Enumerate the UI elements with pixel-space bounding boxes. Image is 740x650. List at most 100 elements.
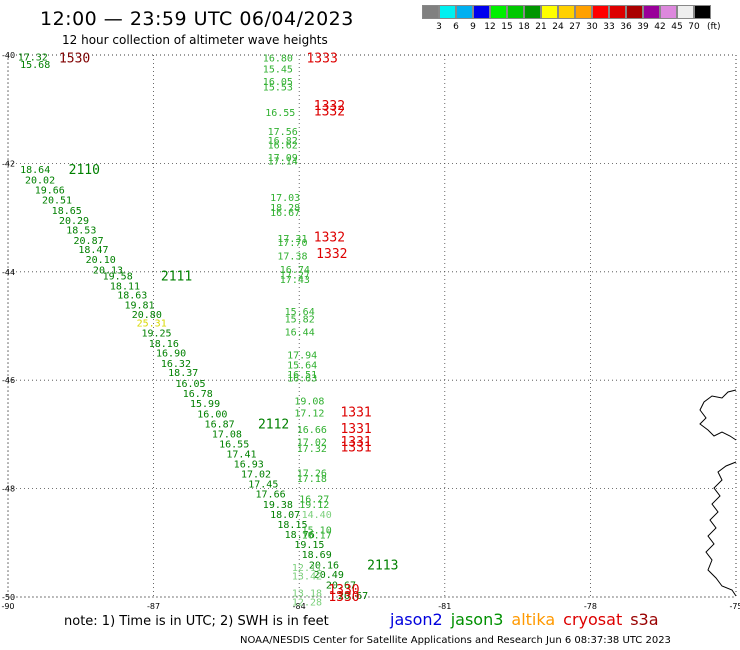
scale-swatch [439,5,456,19]
swh-value-label: 15.99 [190,399,220,410]
swh-value-label: 18.37 [168,368,198,379]
swh-value-label: 17.03 [270,193,300,204]
satellite-legend-item: jason2 [390,610,443,629]
scale-label: 9 [470,22,476,32]
swh-value-label: 17.94 [287,351,317,362]
swh-value-label: 14.40 [302,510,332,521]
scale-swatch [524,5,541,19]
scale-label: 70 [688,22,700,32]
pass-number-label: 2112 [258,418,289,433]
swh-value-label: 18.53 [66,226,96,237]
swh-value-label: 15.45 [263,65,293,76]
swh-value-label: 16.05 [263,77,293,88]
scale-swatch [541,5,558,19]
swh-value-label: 12.11 [292,563,322,574]
lat-tick-label: -46 [2,376,15,385]
swh-value-label: 16.87 [205,420,235,431]
swh-value-label: 19.58 [103,272,133,283]
scale-label: 15 [501,22,513,32]
swh-value-label: 19.66 [35,185,65,196]
pass-number-label: 1330 [328,590,359,605]
swh-value-label: 12.28 [292,597,322,608]
credit-line: NOAA/NESDIS Center for Satellite Applica… [240,635,671,646]
swh-value-label: 15.82 [285,314,315,325]
scale-label: 39 [637,22,649,32]
pass-number-label: 1331 [340,406,371,421]
swh-value-label: 16.62 [268,140,298,151]
lat-tick-label: -48 [2,485,15,494]
swh-value-label: 20.67 [326,581,356,592]
scale-label: 27 [569,22,581,32]
swh-value-label: 18.16 [149,339,179,350]
swh-value-label: 18.11 [110,281,140,292]
swh-value-label: 19.81 [124,300,154,311]
pass-number-label: 1332 [314,231,345,246]
swh-value-label: 17.27 [280,271,310,282]
scale-label: 21 [535,22,547,32]
swh-value-label: 19.15 [294,540,324,551]
swh-value-label: 15.68 [20,60,50,71]
swh-value-label: 17.02 [241,469,271,480]
pass-number-label: 1331 [340,440,371,455]
scale-label: 33 [603,22,615,32]
swh-value-label: 16.32 [161,359,191,370]
scale-swatch [694,5,711,19]
scale-unit: (ft) [707,22,721,32]
swh-value-label: 15.64 [285,307,315,318]
swh-value-label: 17.32 [297,444,327,455]
lat-tick-label: -50 [2,593,15,602]
page-subtitle: 12 hour collection of altimeter wave hei… [62,33,328,47]
swh-value-label: 16.55 [219,440,249,451]
satellite-legend-item: jason3 [450,610,504,629]
scale-swatch [558,5,575,19]
scale-label: 12 [484,22,496,32]
satellite-legend: jason2 jason3 altika cryosat s3a [390,610,667,629]
swh-value-label: 18.65 [52,206,82,217]
scale-swatch [626,5,643,19]
pass-number-label: 1330 [328,583,359,598]
swh-value-label: 16.90 [156,349,186,360]
lat-tick-label: -44 [2,268,15,277]
lon-tick-label: -84 [293,602,306,611]
swh-value-label: 20.02 [25,176,55,187]
swh-value-label: 17.08 [212,429,242,440]
map-frame [7,54,737,598]
swh-value-label: 16.17 [302,531,332,542]
swh-value-label: 17.56 [268,127,298,138]
lon-tick-label: -87 [147,602,160,611]
scale-swatch [660,5,677,19]
scale-label: 42 [654,22,666,32]
swh-value-label: 17.38 [277,252,307,263]
swh-value-label: 18.63 [117,291,147,302]
lon-tick-label: -81 [438,602,451,611]
scale-label: 6 [453,22,459,32]
page-title: 12:00 — 23:59 UTC 06/04/2023 [40,8,354,30]
pass-number-label: 2110 [69,163,100,178]
pass-number-label: 2113 [367,558,398,573]
scale-swatch [609,5,626,19]
swh-value-label: 20.29 [59,216,89,227]
swh-value-label: 16.74 [280,265,310,276]
swh-value-label: 17.66 [256,489,286,500]
swh-value-label: 17.32 [18,53,48,64]
swh-value-label: 16.44 [285,327,315,338]
swh-value-label: 18.15 [277,520,307,531]
swh-value-label: 17.43 [280,275,310,286]
swh-value-label: 18.07 [270,510,300,521]
pass-number-label: 1530 [59,52,90,67]
swh-value-label: 19.08 [294,396,324,407]
scale-swatch [507,5,524,19]
swh-value-label: 16.67 [270,208,300,219]
swh-value-label: 15.64 [287,360,317,371]
swh-value-label: 15.10 [302,525,332,536]
pass-number-label: 1331 [340,435,371,450]
swh-value-label: 20.16 [309,560,339,571]
swh-value-label: 18.69 [302,550,332,561]
footnote: note: 1) Time is in UTC; 2) SWH is in fe… [64,614,329,629]
scale-swatch [456,5,473,19]
swh-value-label: 20.87 [74,236,104,247]
swh-value-label: 16.51 [287,370,317,381]
lat-tick-label: -40 [2,51,15,60]
pass-number-label: 2111 [161,270,192,285]
